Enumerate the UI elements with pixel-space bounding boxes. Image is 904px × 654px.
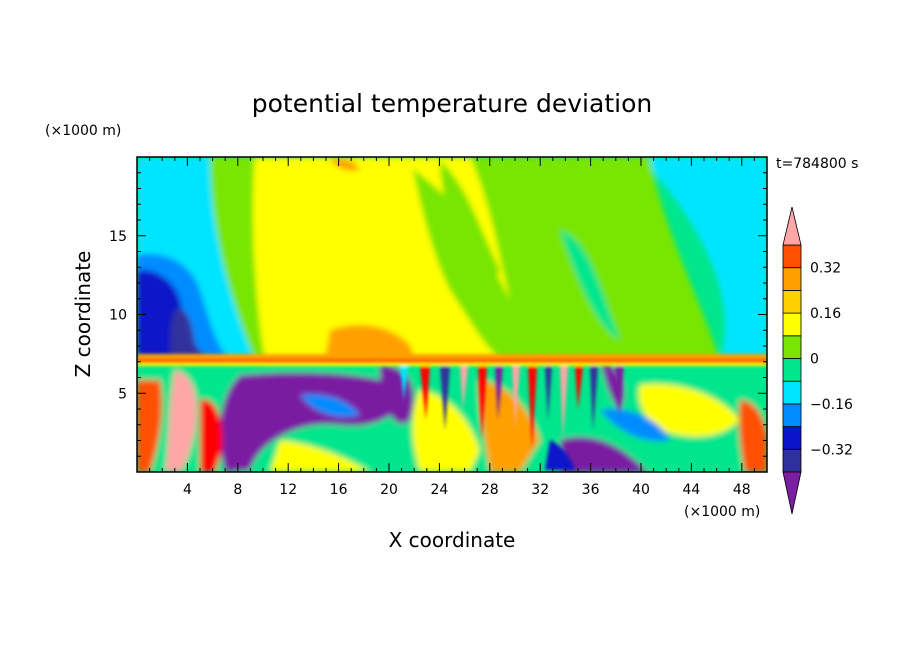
colorbar-label: −0.16 (810, 397, 853, 413)
contour-field (137, 157, 767, 472)
x-axis: 4 8 12 16 20 24 28 32 36 40 44 48 (136, 157, 768, 498)
colorbar-swatch (782, 335, 802, 359)
colorbar-swatch (782, 403, 802, 427)
colorbar-swatch (782, 244, 802, 269)
y-tick-label: 5 (118, 386, 127, 402)
x-tick-label: 32 (531, 482, 549, 498)
colorbar-swatch (782, 448, 802, 473)
colorbar-swatch (782, 426, 802, 450)
colorbar-swatch (782, 358, 802, 382)
colorbar-label: −0.32 (810, 442, 853, 458)
colorbar-label: 0.32 (810, 261, 841, 277)
x-tick-label: 48 (733, 482, 751, 498)
x-tick-label: 36 (582, 482, 600, 498)
chart-title: potential temperature deviation (252, 89, 652, 118)
colorbar-swatch (782, 312, 802, 337)
colorbar-extend-high (782, 206, 802, 246)
x-tick-label: 4 (183, 482, 192, 498)
x-tick-label: 24 (430, 482, 448, 498)
x-tick-label: 16 (330, 482, 348, 498)
colorbar-label: 0.16 (810, 306, 841, 322)
colorbar: 0.32 0.16 0 −0.16 −0.32 (782, 206, 853, 515)
x-tick-label: 12 (279, 482, 297, 498)
colorbar-extend-low (782, 471, 802, 515)
x-tick-label: 8 (233, 482, 242, 498)
colorbar-label: 0 (810, 352, 819, 368)
x-tick-label: 40 (632, 482, 650, 498)
time-label: t=784800 s (776, 156, 858, 172)
x-tick-label: 20 (380, 482, 398, 498)
colorbar-swatch (782, 380, 802, 405)
colorbar-swatch (782, 289, 802, 314)
x-unit-label: (×1000 m) (684, 504, 760, 520)
y-axis-label: Z coordinate (71, 251, 95, 378)
y-tick-label: 10 (109, 308, 127, 324)
colorbar-swatch (782, 267, 802, 291)
y-tick-label: 15 (109, 229, 127, 245)
x-tick-label: 28 (481, 482, 499, 498)
x-axis-label: X coordinate (389, 528, 516, 552)
y-unit-label: (×1000 m) (45, 123, 121, 139)
x-tick-label: 44 (682, 482, 700, 498)
y-axis: 5 10 15 (109, 156, 767, 473)
